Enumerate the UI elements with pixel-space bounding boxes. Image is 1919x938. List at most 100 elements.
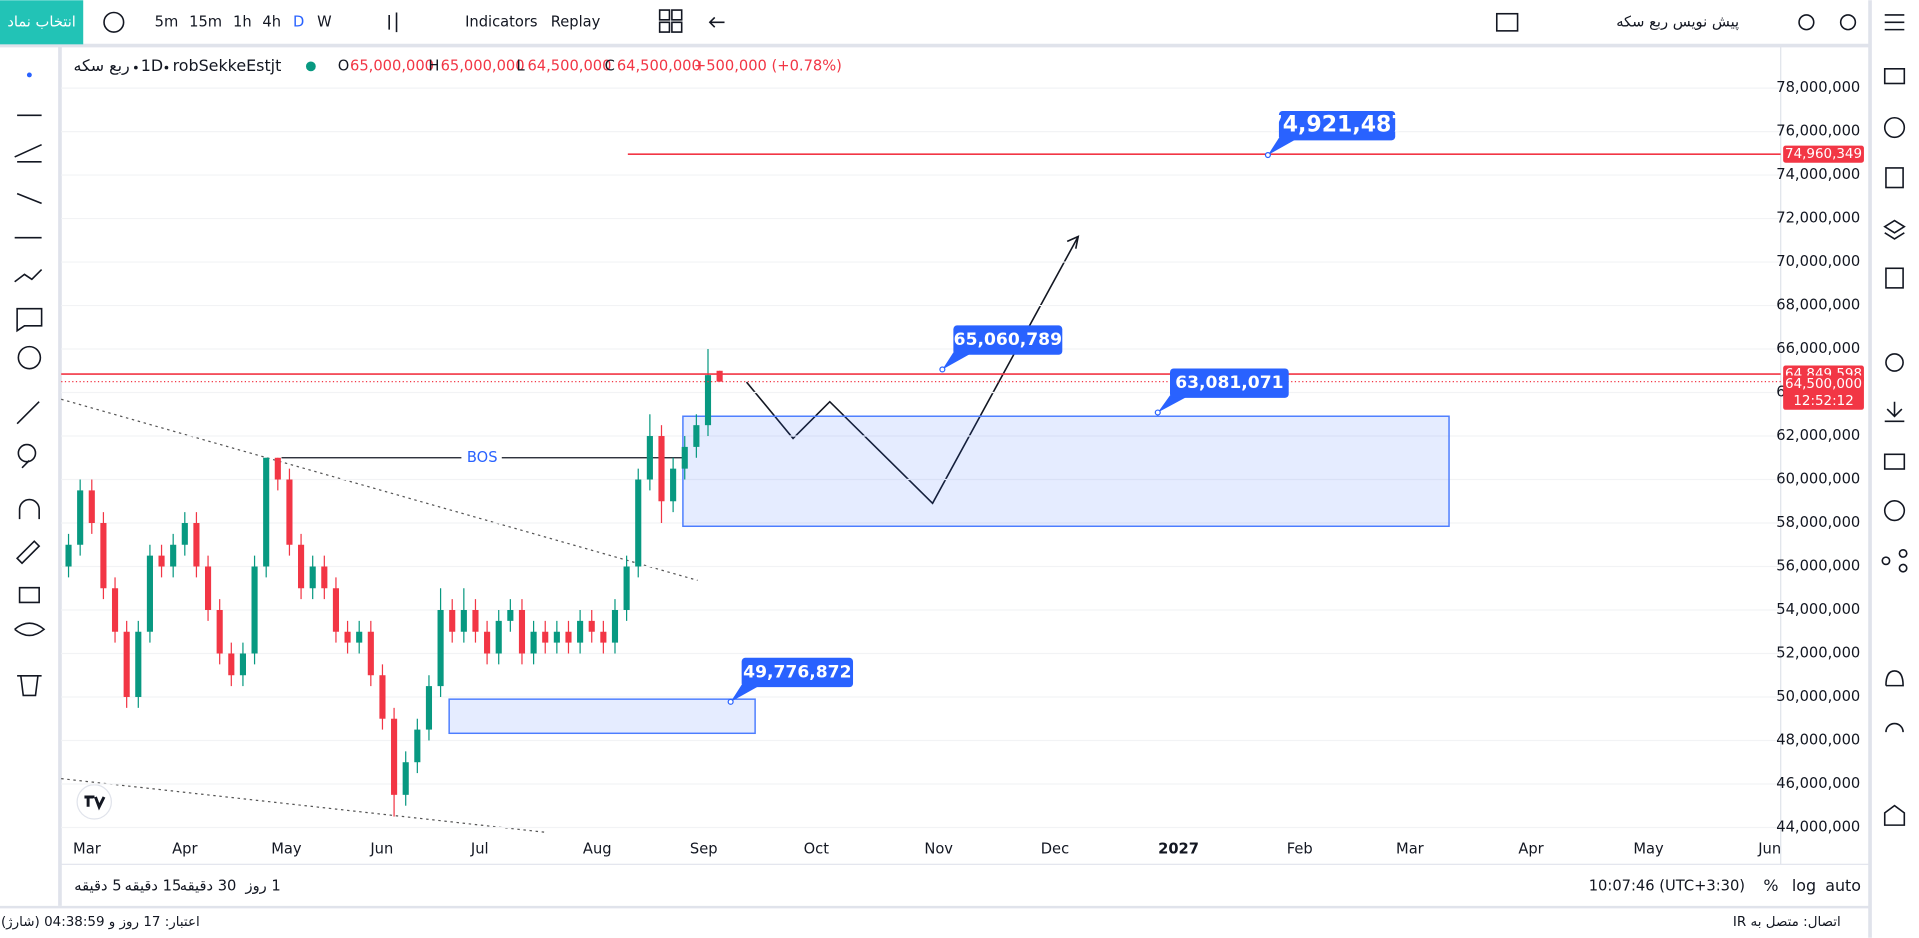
interval-button[interactable]: 1h	[233, 13, 252, 30]
candle-body	[600, 631, 607, 643]
y-tick-label: 54,000,000	[1776, 601, 1860, 618]
candle-body	[658, 436, 665, 502]
fullscreen-icon[interactable]	[1495, 12, 1519, 32]
timeframe-button[interactable]: 1 روز	[244, 877, 280, 894]
timeframe-button[interactable]: 30 دقیقه	[180, 877, 237, 894]
candle-body	[693, 425, 700, 447]
price-badge-label: 74,960,349	[1785, 147, 1862, 162]
y-tick-label: 62,000,000	[1776, 427, 1860, 444]
x-tick-label: Oct	[804, 841, 830, 858]
right-tools[interactable]	[1881, 68, 1908, 826]
callout-anchor	[727, 698, 734, 705]
candle-body	[588, 620, 595, 632]
x-tick-label: Dec	[1041, 841, 1069, 858]
candle-body	[88, 490, 95, 524]
candle-body	[309, 566, 316, 589]
candle-body	[611, 609, 619, 643]
candle-body	[670, 468, 677, 502]
candle-body	[542, 631, 549, 643]
indicators-button[interactable]: Indicators	[465, 13, 537, 30]
callout-anchor	[1264, 151, 1271, 159]
candle-body	[204, 566, 212, 610]
candle-body	[484, 631, 491, 654]
candle-body	[344, 631, 351, 643]
x-tick-label: Mar	[1396, 841, 1425, 858]
candle-body	[646, 436, 653, 480]
price-badge-label: 64,500,000	[1785, 377, 1862, 392]
layout-name[interactable]: پیش نویس ربع سکه	[1616, 13, 1739, 30]
candle-body	[111, 588, 119, 632]
callout-label: 65,060,789	[954, 330, 1062, 350]
symbol-button[interactable]	[0, 0, 84, 45]
ohlc-value: 65,000,000	[350, 57, 434, 74]
candle-body	[135, 631, 142, 697]
interval-button[interactable]: 5m	[155, 13, 179, 30]
camera-icon[interactable]	[1839, 14, 1857, 31]
legend-interval: 1D	[141, 56, 163, 75]
auto-toggle[interactable]: auto	[1825, 876, 1861, 895]
demand-zone	[682, 415, 1450, 528]
candle-body	[216, 609, 223, 654]
candle-body	[274, 457, 281, 480]
ohlc-value: 65,000,000	[441, 57, 525, 74]
candle-body	[321, 566, 328, 589]
candle-body	[286, 479, 293, 545]
x-tick-label: Sep	[690, 841, 718, 858]
candle-body	[402, 762, 409, 795]
interval-button[interactable]: W	[317, 13, 332, 30]
timeframe-button[interactable]: 5 دقیقه	[74, 877, 121, 894]
trend-line	[61, 778, 548, 834]
candle-body	[437, 609, 444, 687]
settings-icon[interactable]	[1798, 14, 1815, 31]
candle-body	[228, 653, 235, 676]
add-icon[interactable]	[103, 11, 125, 33]
interval-button[interactable]: D	[293, 13, 304, 30]
log-toggle[interactable]: log	[1792, 876, 1816, 895]
y-tick-label: 56,000,000	[1776, 558, 1860, 575]
candle-body	[77, 490, 84, 545]
candle-body	[553, 631, 560, 643]
x-tick-label: Jun	[1757, 841, 1781, 858]
y-tick-label: 48,000,000	[1776, 731, 1860, 748]
x-tick-label: Mar	[73, 841, 102, 858]
candle-body	[65, 544, 72, 567]
callout-anchor	[939, 366, 946, 373]
candle-body	[704, 375, 712, 426]
legend-ticker: robSekkeEstjt	[173, 56, 282, 75]
demand-zone	[448, 698, 756, 735]
y-tick-label: 74,000,000	[1776, 166, 1860, 183]
timeframe-button[interactable]: 15 دقیقه	[125, 877, 182, 894]
percent-toggle[interactable]: %	[1763, 876, 1778, 895]
candle-body	[635, 479, 642, 567]
drawing-tools[interactable]	[14, 72, 46, 697]
candle-body	[530, 631, 537, 654]
bos-label: BOS	[467, 449, 498, 466]
x-tick-label: Apr	[1518, 841, 1544, 858]
interval-button[interactable]: 15m	[189, 13, 222, 30]
price-badge	[1783, 375, 1864, 410]
replay-button[interactable]: Replay	[551, 13, 601, 30]
candle-body	[100, 523, 107, 589]
ohlc-key: H	[428, 57, 439, 74]
candle-body	[449, 609, 456, 632]
candle-body	[356, 631, 363, 643]
chart-type-icon[interactable]	[388, 12, 398, 33]
trend-line	[61, 398, 698, 581]
candle-body	[170, 544, 177, 567]
symbol-button-label[interactable]: انتخاب نماد	[7, 13, 76, 30]
candle-body	[379, 675, 386, 719]
candle-body	[332, 588, 340, 632]
candle-body	[681, 446, 688, 469]
y-tick-label: 46,000,000	[1776, 775, 1860, 792]
y-tick-label: 66,000,000	[1776, 340, 1860, 357]
ohlc-key: O	[338, 57, 350, 74]
candle-body	[623, 566, 630, 610]
callout-anchor	[1154, 409, 1161, 416]
candle-body	[298, 544, 305, 589]
layout-icon[interactable]	[658, 9, 683, 33]
menu-icon[interactable]	[1884, 14, 1905, 31]
interval-button[interactable]: 4h	[262, 13, 281, 30]
undo-icon[interactable]	[708, 16, 725, 28]
x-tick-label: Aug	[583, 841, 612, 858]
